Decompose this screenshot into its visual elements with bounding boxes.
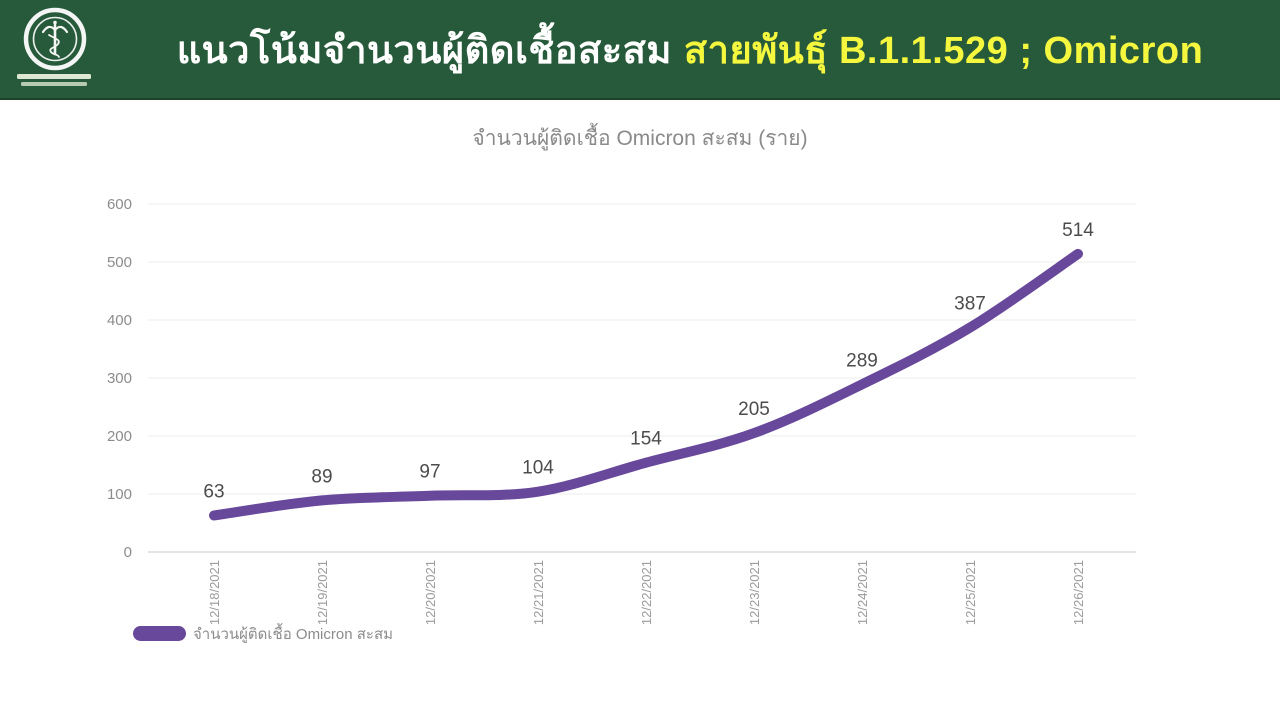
x-tick-label: 12/26/2021 [1071, 560, 1086, 625]
chart-title: จำนวนผู้ติดเชื้อ Omicron สะสม (ราย) [472, 127, 808, 150]
x-axis-labels: 12/18/2021 12/19/2021 12/20/2021 12/21/2021… [207, 560, 1086, 625]
legend-swatch [133, 626, 186, 641]
chart-region: จำนวนผู้ติดเชื้อ Omicron สะสม (ราย) 0 100… [0, 100, 1280, 720]
data-label: 97 [419, 462, 440, 483]
y-tick-label: 400 [107, 312, 132, 329]
data-label: 387 [954, 294, 986, 315]
moph-seal-icon [17, 7, 91, 86]
y-tick-label: 500 [107, 254, 132, 271]
y-axis-labels: 0 100 200 300 400 500 600 [107, 196, 132, 561]
data-label: 289 [846, 350, 878, 371]
y-tick-label: 0 [124, 544, 132, 561]
x-tick-label: 12/18/2021 [207, 560, 222, 625]
legend-label: จำนวนผู้ติดเชื้อ Omicron สะสม [193, 623, 393, 643]
header-banner: แนวโน้มจำนวนผู้ติดเชื้อสะสม สายพันธุ์ B.… [0, 0, 1280, 100]
x-tick-label: 12/21/2021 [531, 560, 546, 625]
data-label: 154 [630, 429, 662, 450]
series-line [209, 248, 1083, 521]
logo-caption [17, 74, 91, 86]
x-tick-label: 12/20/2021 [423, 560, 438, 625]
x-tick-label: 12/24/2021 [855, 560, 870, 625]
gridlines [148, 203, 1136, 553]
y-tick-label: 200 [107, 428, 132, 445]
x-tick-label: 12/25/2021 [963, 560, 978, 625]
data-label: 89 [311, 466, 332, 487]
data-label: 514 [1062, 220, 1094, 241]
y-tick-label: 100 [107, 486, 132, 503]
page-title-main: แนวโน้มจำนวนผู้ติดเชื้อสะสม [176, 29, 672, 72]
moph-logo [12, 4, 92, 94]
page-title: แนวโน้มจำนวนผู้ติดเชื้อสะสม สายพันธุ์ B.… [100, 0, 1280, 98]
data-label: 205 [738, 399, 770, 420]
data-label: 104 [522, 458, 554, 479]
x-tick-label: 12/23/2021 [747, 560, 762, 625]
page-title-highlight: สายพันธุ์ B.1.1.529 ; Omicron [683, 29, 1204, 72]
data-labels: 63 89 97 104 154 205 289 387 514 [203, 220, 1094, 503]
x-tick-label: 12/19/2021 [315, 560, 330, 625]
y-tick-label: 600 [107, 196, 132, 213]
x-tick-label: 12/22/2021 [639, 560, 654, 625]
caduceus-icon [41, 20, 69, 58]
legend: จำนวนผู้ติดเชื้อ Omicron สะสม [133, 623, 393, 643]
y-tick-label: 300 [107, 370, 132, 387]
data-label: 63 [203, 481, 224, 502]
